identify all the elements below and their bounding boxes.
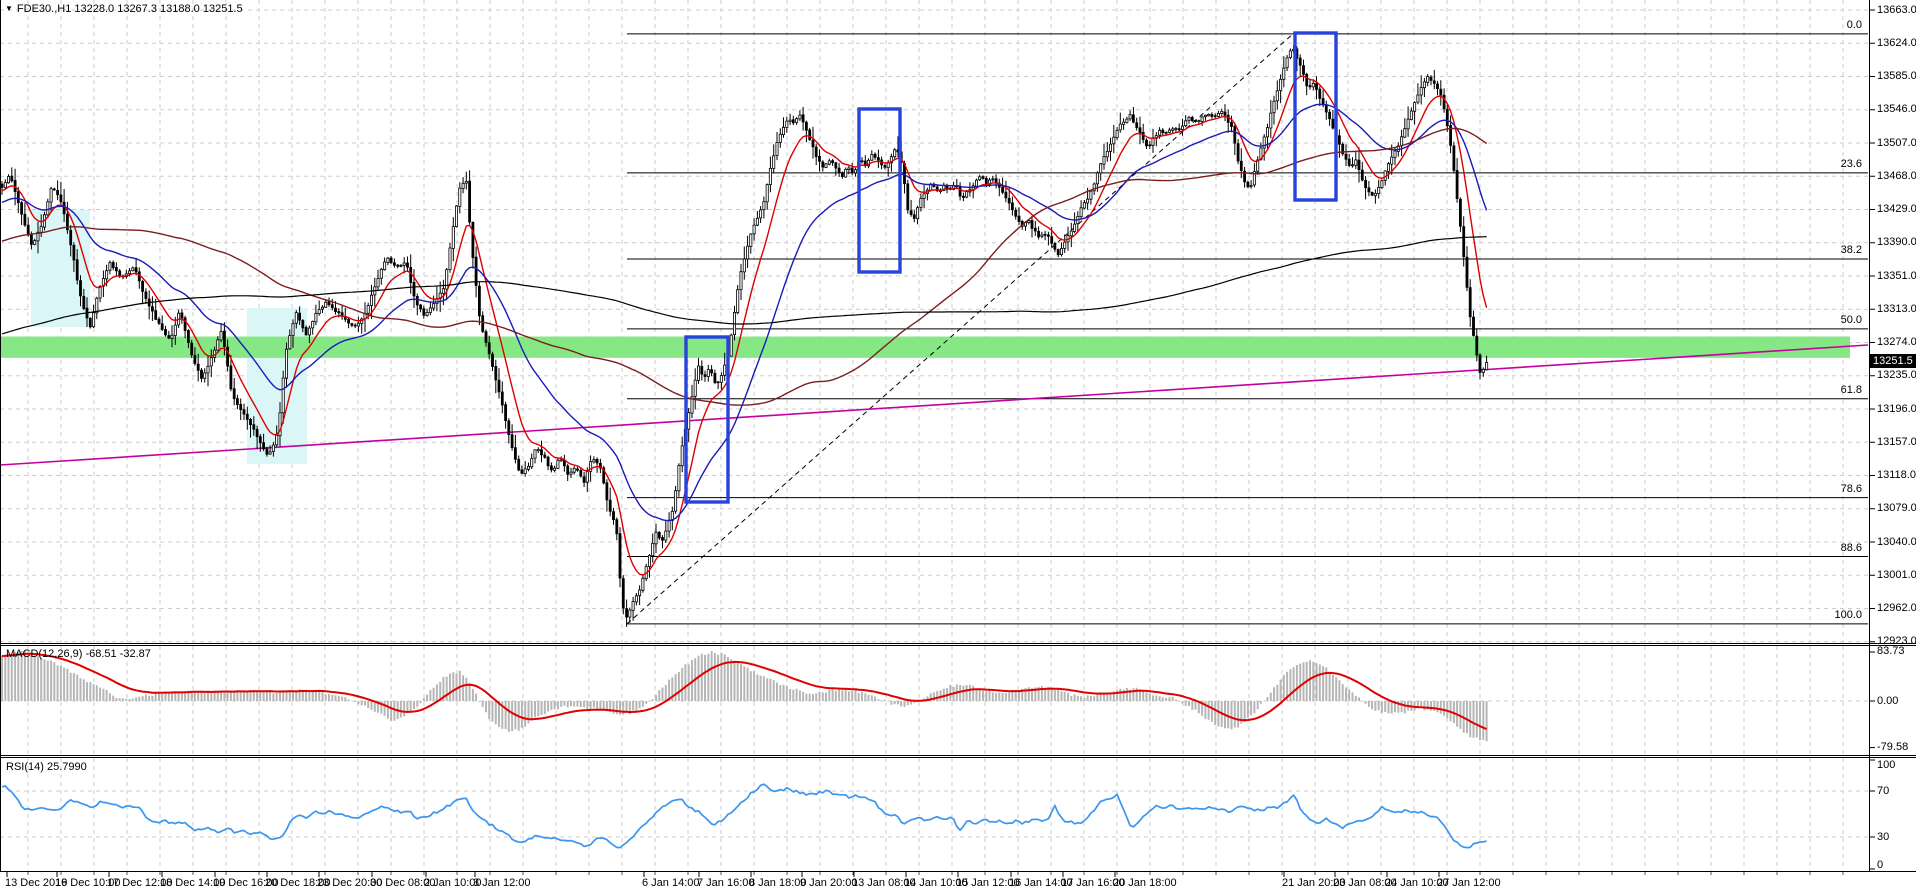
price-axis-label: 13079.0 xyxy=(1877,502,1916,515)
time-axis-label: 16 Jan 14:00 xyxy=(1009,877,1073,889)
fib-level-label: 0.0 xyxy=(1846,19,1862,32)
time-axis-label: 13 Jan 08:00 xyxy=(852,877,916,889)
fib-level-label: 61.8 xyxy=(1840,384,1862,397)
price-axis-label: 13585.0 xyxy=(1877,70,1916,82)
time-axis-label: 23 Jan 08:00 xyxy=(1333,877,1397,889)
price-axis-label: 13429.0 xyxy=(1877,203,1916,215)
time-axis-label: 24 Jan 10:00 xyxy=(1385,877,1449,889)
rsi-axis-label: 100 xyxy=(1877,759,1896,771)
price-axis-label: 12923.0 xyxy=(1877,635,1916,648)
price-axis-label: 13313.0 xyxy=(1877,302,1916,315)
fib-level-label: 88.6 xyxy=(1840,542,1862,555)
time-axis-label: 27 Jan 12:00 xyxy=(1437,877,1501,889)
price-axis-label: 13235.0 xyxy=(1877,369,1916,382)
fib-level-label: 78.6 xyxy=(1840,483,1862,496)
symbol-dropdown-icon[interactable]: ▼ xyxy=(5,4,13,13)
time-axis-label: 2 Jan 10:00 xyxy=(424,877,482,889)
price-axis-label: 13468.0 xyxy=(1877,169,1916,182)
price-axis-label: 13157.0 xyxy=(1877,435,1916,448)
time-axis-label: 6 Jan 14:00 xyxy=(642,877,700,889)
price-axis-label: 13507.0 xyxy=(1877,136,1916,149)
time-axis-label: 20 Dec 18:00 xyxy=(265,877,331,889)
price-axis-label: 13624.0 xyxy=(1877,36,1916,49)
price-axis-label: 13663.0 xyxy=(1877,3,1916,16)
fib-level-label: 38.2 xyxy=(1840,244,1862,257)
price-axis-label: 13001.0 xyxy=(1877,568,1916,581)
symbol-title-bar: ▼ FDE30.,H1 13228.0 13267.3 13188.0 13251… xyxy=(5,3,243,15)
fib-level-label: 100.0 xyxy=(1834,609,1862,622)
price-axis-label: 13040.0 xyxy=(1877,535,1916,548)
current-price-tag: 13251.5 xyxy=(1870,354,1916,368)
rsi-indicator-label: RSI(14) 25.7990 xyxy=(6,761,87,773)
time-axis-label: 8 Jan 18:00 xyxy=(749,877,807,889)
price-axis-label: 12962.0 xyxy=(1877,602,1916,614)
price-axis-label: 13390.0 xyxy=(1877,236,1916,249)
time-axis-label: 3 Jan 12:00 xyxy=(473,877,531,889)
time-axis-label: 23 Dec 20:00 xyxy=(317,877,383,889)
time-axis-label: 20 Jan 18:00 xyxy=(1113,877,1177,889)
time-axis-label: 13 Dec 2019 xyxy=(5,877,68,889)
time-axis-label: 7 Jan 16:00 xyxy=(697,877,755,889)
time-axis-label: 17 Dec 12:00 xyxy=(107,877,173,889)
time-axis-label: 15 Jan 12:00 xyxy=(956,877,1020,889)
price-axis-label: 13118.0 xyxy=(1877,469,1916,481)
fib-level-label: 50.0 xyxy=(1840,314,1862,327)
time-axis-label: 30 Dec 08:00 xyxy=(370,877,436,889)
price-axis-label: 13351.0 xyxy=(1877,269,1916,282)
time-axis-label: 16 Dec 10:00 xyxy=(55,877,121,889)
price-axis-label: 13546.0 xyxy=(1877,103,1916,116)
time-axis-label: 19 Dec 16:00 xyxy=(213,877,279,889)
time-axis-label: 21 Jan 20:00 xyxy=(1282,877,1346,889)
rsi-axis-label: 30 xyxy=(1877,830,1890,843)
symbol-ohlc-title: FDE30.,H1 13228.0 13267.3 13188.0 13251.… xyxy=(16,3,243,15)
rsi-axis-label: 70 xyxy=(1877,784,1890,797)
macd-axis-label: -79.58 xyxy=(1877,741,1909,754)
price-axis-label: 13196.0 xyxy=(1877,402,1916,415)
macd-axis-label: 83.73 xyxy=(1877,645,1905,658)
time-axis-label: 14 Jan 10:00 xyxy=(904,877,968,889)
rsi-axis-label: 0 xyxy=(1877,859,1884,871)
macd-indicator-label: MACD(12,26,9) -68.51 -32.87 xyxy=(6,648,151,660)
fib-level-label: 23.6 xyxy=(1840,158,1862,171)
time-axis-label: 17 Jan 16:00 xyxy=(1061,877,1125,889)
time-axis-label: 9 Jan 20:00 xyxy=(800,877,858,889)
price-axis-label: 13274.0 xyxy=(1877,336,1916,348)
time-axis-label: 18 Dec 14:00 xyxy=(160,877,226,889)
macd-axis-label: 0.00 xyxy=(1877,694,1899,707)
